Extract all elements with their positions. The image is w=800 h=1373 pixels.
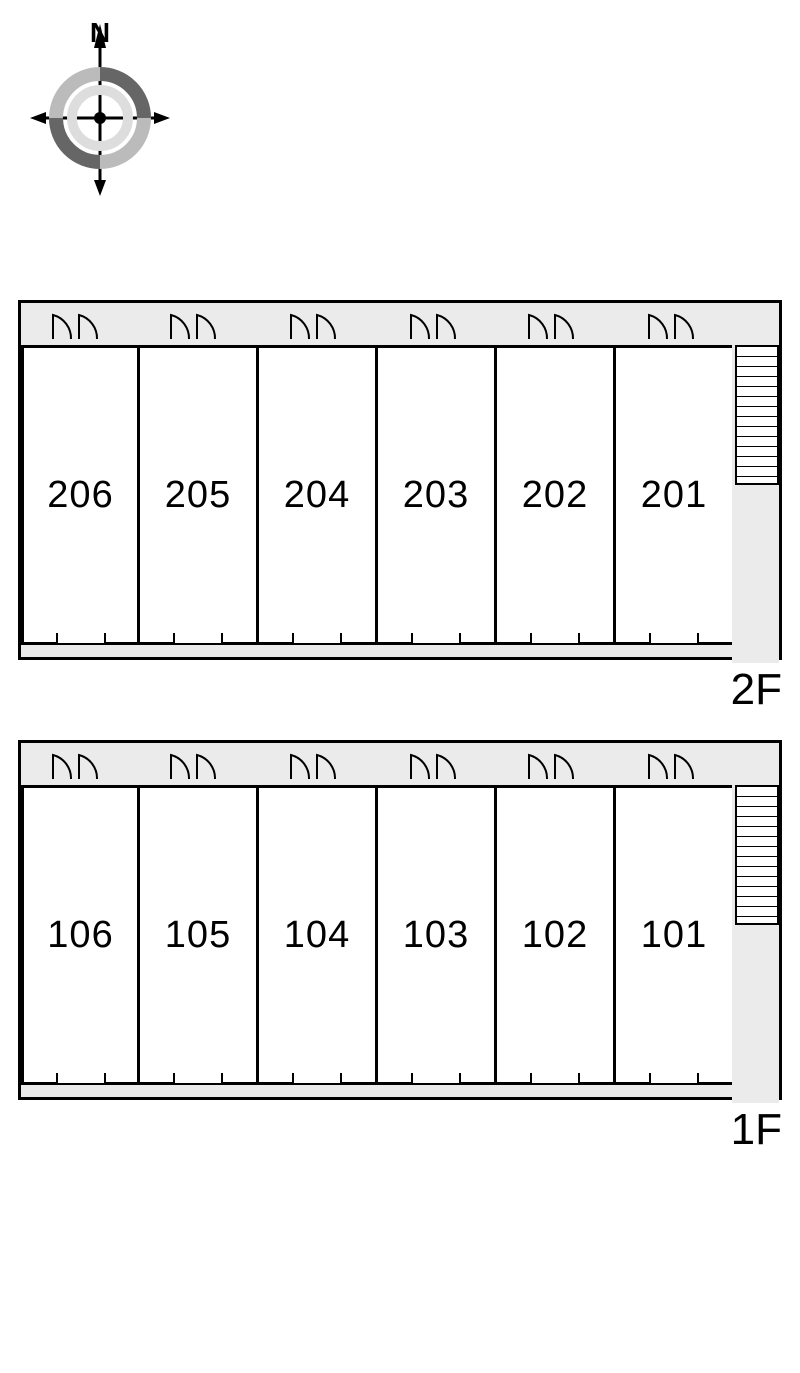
window-icon [411,633,461,645]
unit-label: 204 [284,474,350,517]
unit-204: 204 [259,345,378,645]
unit-label: 203 [403,474,469,517]
window-icon [292,1073,342,1085]
window-icon [649,633,699,645]
window-icon [292,633,342,645]
window-icon [411,1073,461,1085]
staircase-icon [735,345,779,485]
door-pair [289,311,337,341]
window-icon [173,1073,223,1085]
unit-101: 101 [616,785,735,1085]
floor-1-plan: 106 105 104 103 102 101 [18,740,782,1100]
unit-label: 102 [522,914,588,957]
window-icon [56,633,106,645]
unit-label: 103 [403,914,469,957]
unit-label: 106 [47,914,113,957]
unit-102: 102 [497,785,616,1085]
door-pair [409,311,457,341]
unit-201: 201 [616,345,735,645]
unit-202: 202 [497,345,616,645]
unit-104: 104 [259,785,378,1085]
floor-1-container: 106 105 104 103 102 101 1F [18,740,782,1100]
unit-205: 205 [140,345,259,645]
door-pair [289,751,337,781]
unit-label: 201 [641,474,707,517]
floor-label-1f: 1F [731,1105,782,1155]
units-row-1f: 106 105 104 103 102 101 [21,785,735,1103]
stair-area-1f [732,785,779,1103]
door-pair [527,751,575,781]
unit-label: 104 [284,914,350,957]
unit-103: 103 [378,785,497,1085]
door-pair [169,311,217,341]
unit-label: 206 [47,474,113,517]
corridor-1f [21,743,779,785]
door-pair [169,751,217,781]
door-pair [647,311,695,341]
stair-area-2f [732,345,779,663]
unit-203: 203 [378,345,497,645]
floor-2-plan: 206 205 204 203 202 201 [18,300,782,660]
compass-rose: N [30,20,170,200]
unit-105: 105 [140,785,259,1085]
door-pair [409,751,457,781]
unit-206: 206 [21,345,140,645]
window-icon [649,1073,699,1085]
door-pair [51,311,99,341]
window-icon [530,633,580,645]
window-icon [173,633,223,645]
floor-label-2f: 2F [731,665,782,715]
units-row-2f: 206 205 204 203 202 201 [21,345,735,663]
door-pair [527,311,575,341]
window-icon [56,1073,106,1085]
corridor-2f [21,303,779,345]
floor-2-container: 206 205 204 203 202 201 2F [18,300,782,660]
unit-label: 205 [165,474,231,517]
staircase-icon [735,785,779,925]
unit-106: 106 [21,785,140,1085]
door-pair [51,751,99,781]
window-icon [530,1073,580,1085]
unit-label: 101 [641,914,707,957]
door-pair [647,751,695,781]
unit-label: 105 [165,914,231,957]
unit-label: 202 [522,474,588,517]
